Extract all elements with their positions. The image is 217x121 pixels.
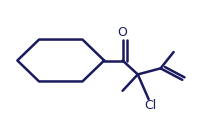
Text: Cl: Cl (145, 99, 157, 112)
Text: O: O (118, 26, 128, 39)
